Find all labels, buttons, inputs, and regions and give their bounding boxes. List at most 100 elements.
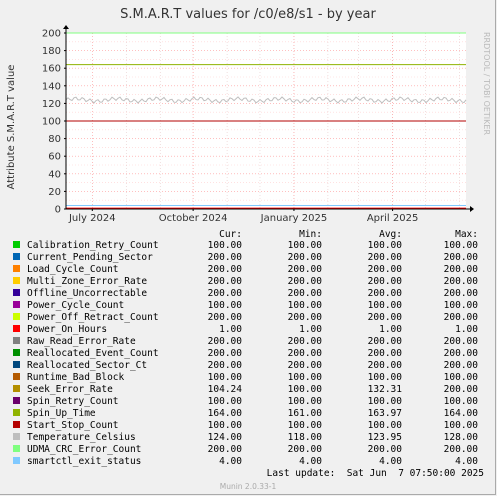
legend-swatch: [13, 445, 20, 452]
legend-value: 200.00: [288, 276, 323, 287]
legend-series-name: smartctl_exit_status: [27, 456, 141, 467]
legend-value: 100.00: [368, 300, 403, 311]
legend-swatch: [13, 421, 20, 428]
legend-value: 200.00: [368, 444, 403, 455]
legend-series-name: Raw_Read_Error_Rate: [27, 336, 136, 347]
legend-swatch: [13, 289, 20, 296]
legend-value: 100.00: [444, 420, 479, 431]
legend-value: 104.24: [208, 384, 243, 395]
legend-swatch: [13, 433, 20, 440]
legend-value: 100.00: [288, 300, 323, 311]
legend-value: 100.00: [208, 240, 243, 251]
legend-series-name: Reallocated_Sector_Ct: [27, 360, 147, 371]
legend-value: 200.00: [208, 276, 243, 287]
legend-value: 200.00: [368, 348, 403, 359]
legend-value: 1.00: [379, 324, 402, 335]
legend-swatch: [13, 241, 20, 248]
legend-value: 4.00: [379, 456, 402, 467]
legend-column-header: Cur:: [219, 229, 242, 240]
legend-series-name: UDMA_CRC_Error_Count: [27, 444, 141, 455]
legend-swatch: [13, 457, 20, 464]
legend-value: 200.00: [444, 384, 479, 395]
legend-value: 1.00: [219, 324, 242, 335]
legend-value: 200.00: [208, 348, 243, 359]
legend-value: 200.00: [288, 264, 323, 275]
legend-swatch: [13, 373, 20, 380]
legend-value: 200.00: [208, 288, 243, 299]
legend-series-name: Current_Pending_Sector: [27, 252, 153, 263]
legend-swatch: [13, 349, 20, 356]
legend-value: 200.00: [444, 312, 479, 323]
x-tick-label: October 2024: [159, 213, 228, 224]
legend-value: 100.00: [208, 396, 243, 407]
legend-value: 200.00: [368, 360, 403, 371]
legend-swatch: [13, 361, 20, 368]
legend-value: 100.00: [208, 300, 243, 311]
legend-value: 100.00: [288, 240, 323, 251]
legend-value: 200.00: [288, 288, 323, 299]
legend-value: 100.00: [208, 372, 243, 383]
legend-column-header: Max:: [455, 229, 478, 240]
legend-value: 200.00: [368, 252, 403, 263]
legend-series-name: Power_On_Hours: [27, 324, 107, 335]
legend-value: 100.00: [288, 372, 323, 383]
legend-series-name: Spin_Retry_Count: [27, 396, 119, 407]
legend-value: 1.00: [299, 324, 322, 335]
legend-value: 164.00: [444, 408, 479, 419]
legend-value: 200.00: [288, 348, 323, 359]
legend-value: 200.00: [288, 360, 323, 371]
y-tick-label: 80: [48, 134, 61, 145]
legend-value: 200.00: [208, 336, 243, 347]
legend-table: Cur: Min: Avg: Max: Calibration_Retry_Count 1…: [13, 229, 478, 467]
legend-value: 132.31: [368, 384, 403, 395]
legend-swatch: [13, 277, 20, 284]
y-tick-label: 0: [55, 205, 61, 216]
legend-series-name: Reallocated_Event_Count: [27, 348, 159, 359]
legend-value: 1.00: [455, 324, 478, 335]
legend-value: 163.97: [368, 408, 402, 419]
y-tick-label: 200: [42, 29, 61, 40]
legend-swatch: [13, 313, 20, 320]
y-axis-label: Attribute S.M.A.R.T value: [6, 65, 17, 190]
legend-value: 100.00: [368, 240, 403, 251]
series-line-16: [65, 96, 467, 104]
legend-value: 100.00: [444, 396, 479, 407]
legend-swatch: [13, 337, 20, 344]
legend-value: 164.00: [208, 408, 243, 419]
legend-series-name: Power_Off_Retract_Count: [27, 312, 159, 323]
legend-value: 200.00: [208, 360, 243, 371]
legend-value: 128.00: [444, 432, 479, 443]
y-tick-label: 100: [42, 117, 61, 128]
legend-value: 200.00: [288, 312, 323, 323]
legend-value: 123.95: [368, 432, 402, 443]
legend-value: 200.00: [444, 264, 479, 275]
legend-value: 200.00: [368, 288, 403, 299]
legend-value: 200.00: [208, 252, 243, 263]
legend-value: 200.00: [208, 264, 243, 275]
legend-value: 200.00: [444, 288, 479, 299]
legend-series-name: Start_Stop_Count: [27, 420, 119, 431]
legend-value: 4.00: [299, 456, 322, 467]
legend-value: 124.00: [208, 432, 243, 443]
legend-value: 200.00: [444, 252, 479, 263]
munin-footer: Munin 2.0.33-1: [220, 482, 277, 491]
x-tick-label: April 2025: [367, 213, 418, 224]
legend-value: 200.00: [368, 276, 403, 287]
x-tick-label: July 2024: [68, 213, 116, 224]
legend-value: 200.00: [288, 336, 323, 347]
legend-value: 200.00: [368, 264, 403, 275]
y-tick-label: 60: [48, 152, 61, 163]
series-lines: [65, 32, 467, 209]
legend-value: 100.00: [368, 420, 403, 431]
legend-value: 200.00: [288, 444, 323, 455]
legend-value: 100.00: [444, 372, 479, 383]
last-update: Last update: Sat Jun 7 07:50:00 2025: [267, 468, 484, 479]
legend-series-name: Load_Cycle_Count: [27, 264, 119, 275]
y-axis-arrow: [63, 25, 69, 29]
legend-value: 161.00: [288, 408, 323, 419]
legend-value: 200.00: [368, 336, 403, 347]
legend-series-name: Calibration_Retry_Count: [27, 240, 159, 251]
legend-swatch: [13, 301, 20, 308]
